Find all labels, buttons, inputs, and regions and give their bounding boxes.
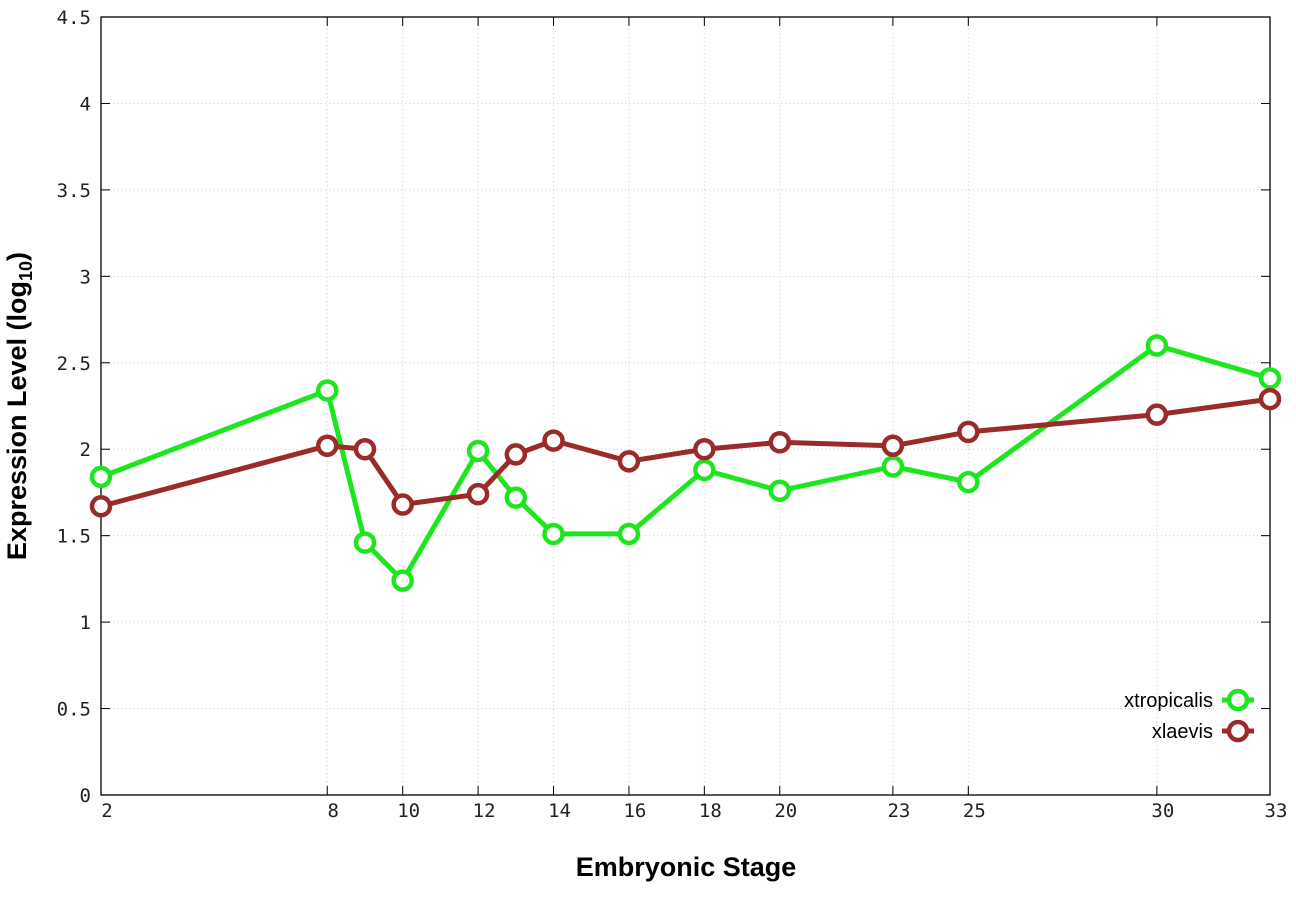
x-tick-label: 20 — [774, 800, 797, 822]
data-point-xlaevis — [617, 450, 641, 473]
y-tick-label: 1 — [80, 612, 91, 634]
data-point-xtropicalis — [957, 470, 980, 494]
x-tick-label: 8 — [328, 800, 339, 822]
data-point-xlaevis — [89, 495, 113, 518]
y-axis-title-main: Expression Level (log — [2, 281, 32, 560]
x-tick-label: 30 — [1151, 800, 1174, 822]
data-point-xtropicalis — [693, 458, 716, 482]
y-tick-label: 3 — [80, 266, 91, 288]
y-axis-title-close: ) — [2, 252, 32, 261]
x-tick-label: 23 — [887, 800, 910, 822]
y-tick-label: 0 — [80, 785, 91, 807]
x-tick-label: 18 — [699, 800, 722, 822]
data-point-xlaevis — [316, 434, 339, 458]
data-point-xlaevis — [542, 429, 565, 452]
data-point-xlaevis — [881, 434, 905, 458]
y-tick-label: 4 — [80, 93, 91, 115]
x-tick-label: 14 — [548, 800, 571, 822]
data-point-xtropicalis — [768, 479, 792, 502]
legend-marker-xlaevis — [1226, 719, 1250, 743]
data-point-xlaevis — [466, 482, 490, 506]
data-point-xtropicalis — [542, 522, 565, 546]
data-point-xlaevis — [353, 437, 377, 461]
grid-lines — [101, 17, 1270, 795]
x-tick-label: 16 — [623, 800, 646, 822]
series-line-xlaevis — [100, 396, 1271, 509]
legend-label-xlaevis: xlaevis — [1152, 721, 1213, 743]
data-point-xlaevis — [391, 493, 414, 516]
data-point-xtropicalis — [353, 531, 377, 554]
plot-frame — [100, 16, 1271, 796]
series-line-xtropicalis — [100, 343, 1271, 584]
data-point-xtropicalis — [466, 439, 490, 463]
y-tick-label: 0.5 — [57, 699, 91, 721]
y-tick-label: 3.5 — [57, 180, 91, 202]
series-layer — [89, 334, 1282, 592]
data-point-xlaevis — [768, 431, 792, 454]
x-tick-label: 10 — [397, 800, 420, 822]
y-axis-title-subscript: 10 — [16, 261, 36, 281]
data-point-xtropicalis — [391, 569, 414, 592]
y-axis-title: Expression Level (log10) — [2, 252, 36, 560]
data-point-xtropicalis — [1258, 367, 1282, 390]
data-point-xtropicalis — [504, 486, 528, 509]
legend-label-xtropicalis: xtropicalis — [1124, 690, 1213, 712]
data-point-xlaevis — [957, 420, 980, 444]
data-point-xtropicalis — [881, 455, 905, 478]
data-point-xlaevis — [1145, 403, 1169, 426]
data-point-xlaevis — [693, 437, 716, 461]
y-tick-label: 2 — [80, 439, 91, 461]
y-tick-label: 4.5 — [57, 7, 91, 29]
x-tick-label: 2 — [101, 800, 112, 822]
data-point-xtropicalis — [89, 465, 113, 489]
x-axis-title: Embryonic Stage — [576, 852, 797, 882]
x-tick-label: 33 — [1265, 800, 1288, 822]
data-point-xtropicalis — [617, 522, 641, 546]
x-tick-label: 25 — [963, 800, 986, 822]
y-tick-label: 1.5 — [57, 526, 91, 548]
axis-ticks: 0 0.5 1 1.5 2 2.5 3 3.5 4 4.5 2 8 10 12 14 16 18 20 23 25 30… — [57, 7, 1288, 822]
legend: xtropicalis xlaevis — [1124, 688, 1254, 743]
data-point-xtropicalis — [316, 379, 339, 402]
data-point-xlaevis — [1258, 387, 1282, 411]
legend-marker-xtropicalis — [1226, 688, 1250, 712]
data-point-xtropicalis — [1145, 334, 1169, 357]
x-tick-label: 12 — [473, 800, 496, 822]
y-tick-label: 2.5 — [57, 353, 91, 375]
data-point-xlaevis — [504, 443, 528, 466]
